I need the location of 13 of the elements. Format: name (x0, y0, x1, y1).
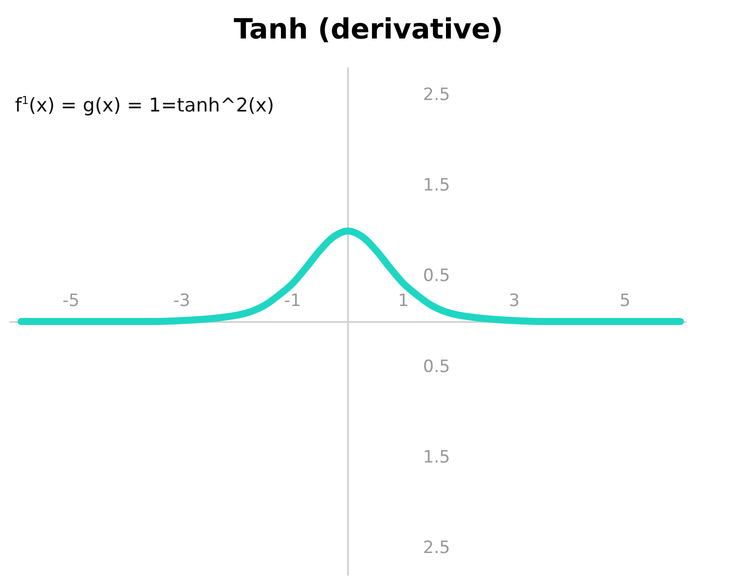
x-tick-label: -5 (62, 291, 80, 311)
y-tick-label: 2.5 (423, 538, 450, 558)
y-tick-label: 0.5 (423, 266, 450, 286)
x-tick-label: 5 (620, 291, 630, 311)
y-tick-label: 2.5 (423, 85, 450, 106)
chart-title: Tanh (derivative) (234, 12, 504, 46)
y-tick-label: 1.5 (423, 176, 450, 196)
y-tick-label: 0.5 (423, 356, 450, 377)
x-tick-label: 3 (508, 291, 520, 311)
x-tick-label: 1 (398, 291, 409, 311)
x-tick-label: -3 (173, 291, 190, 311)
y-tick-label: 1.5 (423, 447, 450, 468)
x-tick-label: -1 (284, 291, 302, 311)
